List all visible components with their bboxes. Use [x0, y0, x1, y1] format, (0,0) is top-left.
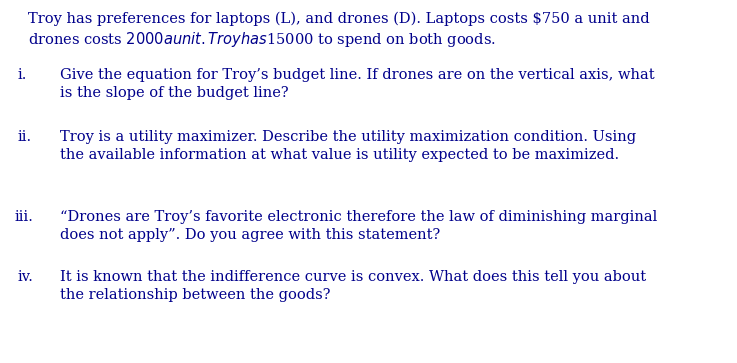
Text: Troy has preferences for laptops (L), and drones (D). Laptops costs $750 a unit : Troy has preferences for laptops (L), an…	[28, 12, 649, 26]
Text: Troy is a utility maximizer. Describe the utility maximization condition. Using: Troy is a utility maximizer. Describe th…	[60, 130, 636, 144]
Text: the available information at what value is utility expected to be maximized.: the available information at what value …	[60, 148, 619, 162]
Text: iv.: iv.	[18, 270, 34, 284]
Text: drones costs $2000 a unit. Troy has $15000 to spend on both goods.: drones costs $2000 a unit. Troy has $150…	[28, 30, 496, 49]
Text: is the slope of the budget line?: is the slope of the budget line?	[60, 86, 289, 100]
Text: the relationship between the goods?: the relationship between the goods?	[60, 288, 330, 302]
Text: “Drones are Troy’s favorite electronic therefore the law of diminishing marginal: “Drones are Troy’s favorite electronic t…	[60, 210, 657, 224]
Text: Give the equation for Troy’s budget line. If drones are on the vertical axis, wh: Give the equation for Troy’s budget line…	[60, 68, 654, 82]
Text: i.: i.	[18, 68, 27, 82]
Text: It is known that the indifference curve is convex. What does this tell you about: It is known that the indifference curve …	[60, 270, 646, 284]
Text: does not apply”. Do you agree with this statement?: does not apply”. Do you agree with this …	[60, 228, 440, 242]
Text: iii.: iii.	[15, 210, 34, 224]
Text: ii.: ii.	[18, 130, 32, 144]
